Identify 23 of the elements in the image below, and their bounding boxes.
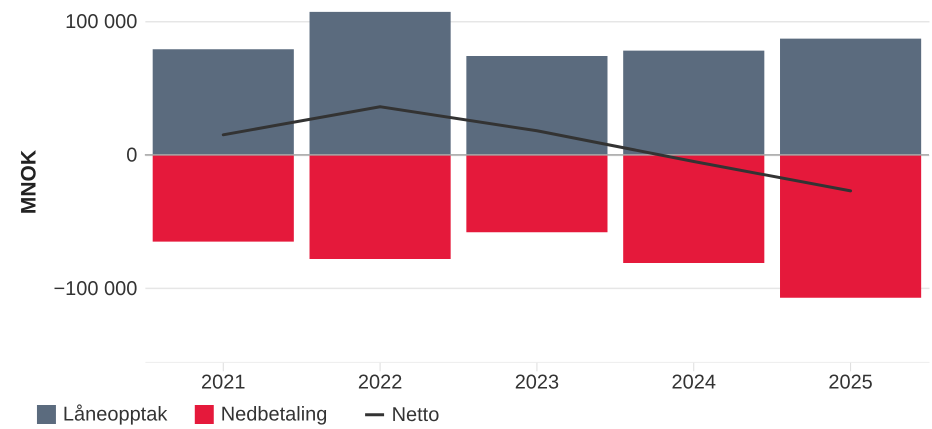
bar [623, 50, 764, 155]
x-tick-label: 2021 [201, 371, 246, 394]
y-tick-label: 100 000 [65, 10, 138, 33]
bar [310, 154, 451, 259]
bar [780, 154, 922, 298]
bar [152, 49, 294, 155]
x-tick-label: 2025 [828, 371, 873, 394]
bar [310, 12, 451, 155]
bar [780, 38, 922, 155]
bar [152, 154, 294, 242]
legend-label: Nedbetaling [220, 404, 328, 426]
y-tick-label: −100 000 [54, 278, 138, 300]
y-tick-label: 0 [126, 144, 138, 166]
x-tick-label: 2022 [358, 371, 402, 394]
legend-label: Netto [392, 404, 440, 426]
bar [623, 154, 764, 264]
y-axis-title: MNOK [17, 150, 40, 214]
bar [466, 56, 608, 155]
bar [466, 154, 608, 232]
x-tick-label: 2024 [672, 371, 716, 394]
x-tick-label: 2023 [514, 371, 560, 394]
legend-label: Låneopptak [62, 404, 168, 426]
line-series [222, 105, 852, 192]
